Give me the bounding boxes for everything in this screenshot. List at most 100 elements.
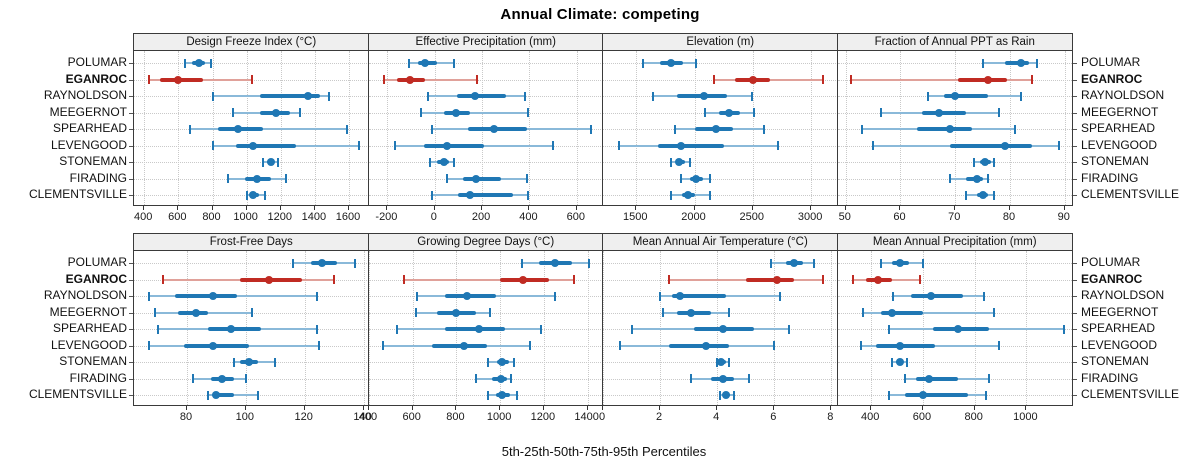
whisker-cap-95th — [993, 308, 996, 317]
whisker-5-95 — [383, 78, 478, 81]
whisker-cap-95th — [298, 108, 301, 117]
x-tick-label: 50 — [838, 211, 851, 223]
h-gridline — [837, 362, 1072, 363]
median-dot — [887, 308, 896, 317]
row-label-clementsville: CLEMENTSVILLE — [28, 387, 127, 401]
row-label-polumar: POLUMAR — [1081, 55, 1141, 69]
whisker-cap-5th — [206, 390, 209, 400]
x-tick-mark — [1025, 406, 1027, 410]
row-tick-left — [129, 63, 133, 64]
whisker-cap-5th — [888, 390, 891, 400]
median-dot — [717, 358, 726, 366]
median-dot — [676, 141, 685, 150]
x-tick-label: 400 — [358, 411, 378, 423]
whisker-cap-95th — [315, 291, 318, 301]
row-label-firading: FIRADING — [1081, 370, 1139, 385]
panel-frost-free-days: Frost-Free Days 80 100 120 140 — [129, 233, 372, 433]
whisker-cap-95th — [527, 108, 530, 117]
whisker-cap-95th — [821, 275, 824, 284]
iqr-bar-25-75 — [175, 294, 238, 298]
whisker-cap-95th — [510, 374, 513, 383]
panel-plot-area — [367, 50, 604, 206]
iqr-bar-25-75 — [916, 376, 958, 381]
median-dot — [718, 325, 727, 333]
whisker-cap-95th — [318, 341, 321, 350]
row-label-raynoldson: RAYNOLDSON — [1081, 288, 1165, 302]
whisker-cap-95th — [1058, 141, 1061, 150]
x-tick-label: 400 — [519, 211, 538, 223]
median-dot — [973, 174, 982, 183]
median-dot — [304, 92, 313, 100]
whisker-cap-95th — [919, 275, 922, 284]
median-dot — [252, 174, 261, 183]
whisker-cap-95th — [209, 58, 212, 68]
row-tick-right — [1073, 96, 1077, 97]
whisker-cap-5th — [716, 357, 719, 367]
row-tick-right — [1073, 279, 1077, 281]
x-axis: 400 600 800 1000 1200 1400 — [359, 406, 605, 432]
panel-plot-area — [602, 250, 839, 406]
row-label-eganroc: EGANROC — [1081, 271, 1143, 286]
whisker-cap-95th — [708, 190, 711, 200]
x-tick-mark — [635, 206, 637, 210]
median-dot — [234, 125, 243, 133]
x-tick-label: 0 — [430, 211, 437, 223]
x-tick-label: 4 — [713, 411, 720, 423]
median-dot — [951, 92, 960, 100]
whisker-cap-5th — [191, 374, 194, 383]
row-tick-right — [1073, 395, 1077, 396]
whisker-cap-5th — [231, 108, 234, 117]
whisker-cap-5th — [414, 308, 417, 317]
median-dot — [440, 158, 449, 166]
x-tick-mark — [245, 206, 247, 210]
iqr-bar-25-75 — [668, 343, 729, 348]
whisker-cap-5th — [670, 190, 673, 200]
median-dot — [218, 374, 227, 383]
median-dot — [691, 174, 700, 183]
row-tick-left — [129, 112, 133, 114]
row-label-firading: FIRADING — [69, 170, 127, 185]
row-tick-right — [1073, 345, 1077, 347]
whisker-cap-5th — [156, 324, 159, 334]
x-tick-mark — [542, 406, 544, 410]
whisker-cap-95th — [346, 124, 349, 134]
x-tick-label: 2500 — [739, 211, 765, 223]
panel-strip-fraction-of-annual-ppt-as-rain: Fraction of Annual PPT as Rain — [836, 33, 1073, 51]
row-label-raynoldson: RAYNOLDSON — [43, 88, 127, 102]
whisker-cap-95th — [539, 324, 542, 334]
row-label-clementsville: CLEMENTSVILLE — [1081, 187, 1180, 201]
row-label-spearhead: SPEARHEAD — [1081, 121, 1156, 135]
panel-strip-design-freeze-index-c: Design Freeze Index (°C) — [133, 33, 370, 51]
whisker-5-95 — [403, 278, 575, 281]
v-gridline — [368, 251, 370, 405]
whisker-cap-95th — [747, 374, 750, 383]
row-tick-left — [129, 96, 133, 97]
whisker-cap-95th — [982, 291, 985, 301]
median-dot — [721, 391, 730, 399]
x-tick-mark — [185, 406, 187, 410]
whisker-5-95 — [851, 78, 1032, 81]
whisker-cap-5th — [659, 291, 662, 301]
x-tick-mark — [751, 206, 753, 210]
median-dot — [550, 259, 559, 267]
x-tick-mark — [211, 206, 213, 210]
median-dot — [701, 341, 710, 350]
x-tick-label: 3000 — [797, 211, 823, 223]
row-label-polumar: POLUMAR — [1081, 255, 1141, 269]
median-dot — [249, 191, 258, 199]
whisker-5-95 — [863, 311, 995, 314]
median-dot — [209, 341, 218, 350]
whisker-cap-5th — [431, 124, 434, 134]
iqr-bar-25-75 — [904, 393, 969, 397]
x-tick-mark — [659, 406, 661, 410]
whisker-cap-5th — [147, 291, 150, 301]
x-tick-label: 1000 — [1013, 411, 1038, 423]
whisker-cap-5th — [852, 275, 855, 284]
whisker-cap-95th — [452, 58, 455, 68]
panel-plot-area — [133, 50, 370, 206]
x-tick-label: 1400 — [301, 211, 327, 223]
iqr-bar-25-75 — [745, 277, 795, 282]
whisker-cap-5th — [617, 141, 620, 150]
v-gridline — [811, 51, 813, 205]
row-tick-left — [129, 195, 133, 196]
